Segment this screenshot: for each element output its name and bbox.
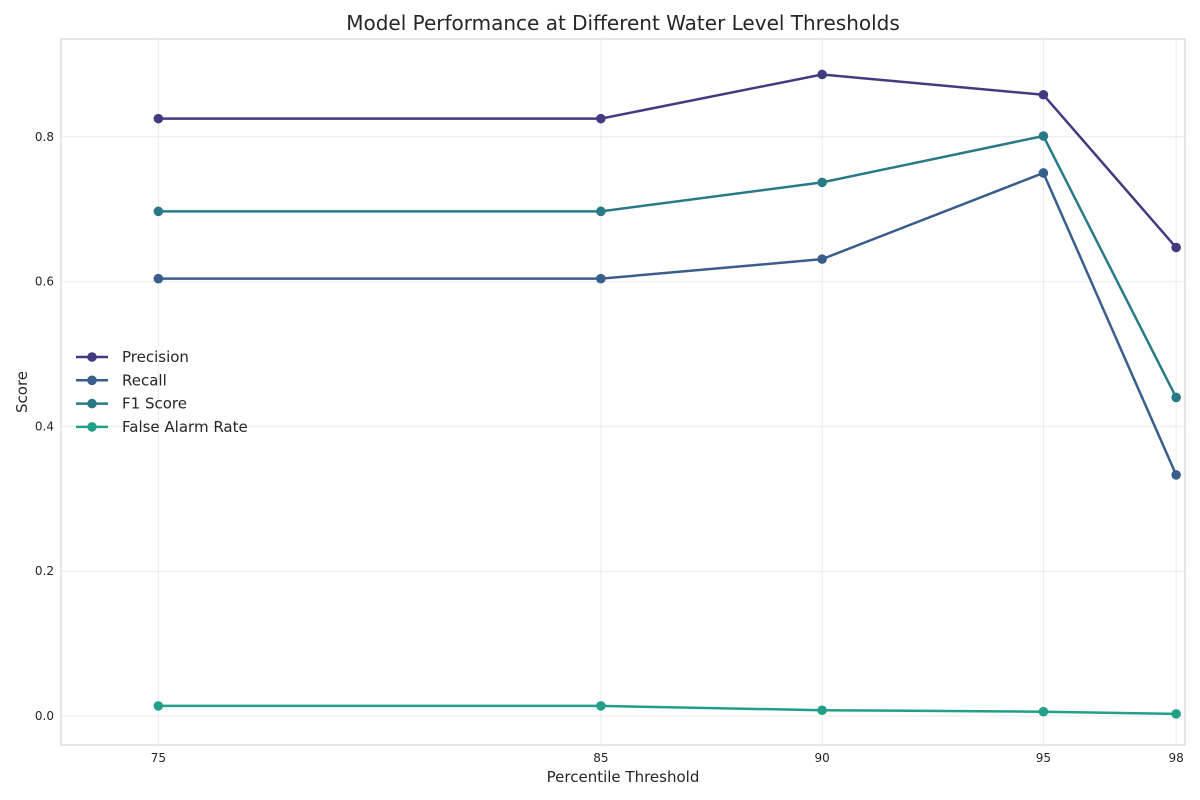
data-point-recall [1171, 470, 1181, 480]
legend-label-false-alarm-rate: False Alarm Rate [122, 418, 248, 436]
y-tick-label: 0.6 [35, 275, 54, 289]
data-point-f1-score [1171, 392, 1181, 403]
data-point-false-alarm-rate [596, 701, 606, 711]
legend-marker-recall [87, 375, 97, 386]
x-tick-label: 98 [1169, 751, 1184, 765]
data-point-precision [1171, 242, 1181, 253]
data-point-false-alarm-rate [817, 705, 827, 716]
data-point-false-alarm-rate [1171, 709, 1181, 719]
data-point-precision [1038, 89, 1049, 100]
legend-label-f1-score: F1 Score [122, 395, 187, 413]
legend-marker-precision [87, 352, 97, 362]
y-axis-title: Score [13, 371, 31, 413]
legend-entry-precision: Precision [76, 348, 189, 366]
legend-marker-f1-score [87, 398, 97, 409]
y-tick-label: 0.2 [35, 564, 54, 578]
x-tick-label: 75 [151, 751, 166, 765]
data-point-recall [1038, 168, 1049, 178]
legend-marker-false-alarm-rate [87, 422, 97, 432]
data-point-recall [817, 254, 827, 264]
data-point-recall [153, 273, 164, 284]
data-point-f1-score [1038, 131, 1049, 141]
data-point-recall [596, 273, 606, 284]
legend-entry-recall: Recall [76, 371, 167, 389]
chart-title: Model Performance at Different Water Lev… [346, 11, 900, 35]
x-axis-title: Percentile Threshold [547, 768, 700, 786]
legend-entry-false-alarm-rate: False Alarm Rate [76, 418, 248, 436]
legend-entry-f1-score: F1 Score [76, 395, 187, 413]
x-tick-label: 85 [593, 751, 608, 765]
y-tick-label: 0.4 [35, 419, 54, 433]
data-point-f1-score [153, 206, 164, 217]
y-tick-label: 0.0 [35, 709, 54, 723]
legend: Precision Recall F1 Score False Alarm Rate [76, 348, 248, 436]
legend-label-recall: Recall [122, 371, 167, 389]
series-layer [153, 69, 1181, 719]
data-point-false-alarm-rate [153, 701, 164, 711]
y-tick-label: 0.8 [35, 130, 54, 144]
data-point-false-alarm-rate [1038, 706, 1049, 717]
data-point-precision [596, 113, 606, 124]
data-point-precision [153, 113, 164, 124]
data-point-f1-score [817, 177, 827, 188]
ticks-layer: 75 85 90 95 98 0.0 0.2 0.4 0.6 0.8 [35, 130, 1184, 765]
data-point-precision [817, 69, 827, 80]
grid-layer [61, 39, 1185, 745]
x-tick-label: 90 [814, 751, 829, 765]
x-tick-label: 95 [1036, 751, 1051, 765]
data-point-f1-score [596, 206, 606, 217]
legend-label-precision: Precision [122, 348, 189, 366]
plot-frame [60, 38, 1186, 746]
